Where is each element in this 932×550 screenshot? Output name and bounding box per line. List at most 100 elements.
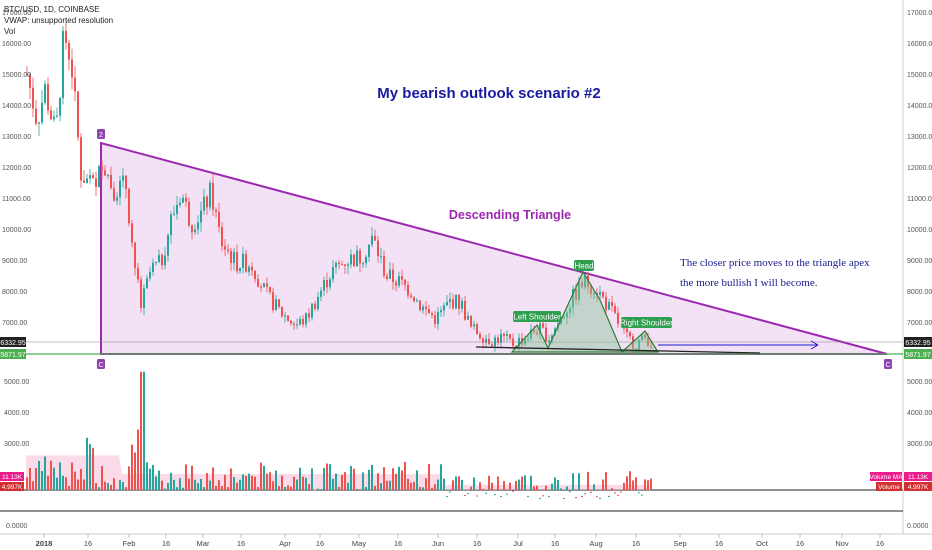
volume-bar	[158, 470, 160, 490]
volume-bar	[443, 478, 445, 490]
volume-bar	[605, 472, 607, 490]
volume-bar	[536, 485, 538, 490]
candle-body	[38, 122, 40, 124]
time-tick-label: Aug	[589, 539, 602, 548]
volume-bar	[68, 485, 70, 490]
last-price-label-left: 6332.95	[0, 337, 26, 347]
volume-bar	[275, 470, 277, 490]
volume-bar	[146, 462, 148, 490]
time-tick-label: 16	[162, 539, 170, 548]
candle-body	[404, 279, 406, 285]
price-tick-left: 12000.00	[2, 165, 31, 172]
candle-body	[179, 202, 181, 205]
candle-body	[500, 333, 502, 343]
time-tick-label: 16	[876, 539, 884, 548]
volume-bar	[116, 489, 118, 491]
price-tick-left: 11000.00	[2, 196, 31, 203]
candle-body	[428, 308, 430, 314]
price-tick-right: 10000.00	[907, 227, 932, 234]
candle-body	[284, 315, 286, 317]
candle-body	[635, 348, 637, 350]
candle-body	[248, 266, 250, 272]
volume-bar	[374, 485, 376, 490]
volume-bar	[200, 478, 202, 490]
marker-apex-text: C	[885, 362, 890, 369]
candle-body	[119, 180, 121, 198]
candle-body	[353, 254, 355, 267]
volume-tick-right: 5000.00	[907, 379, 932, 386]
candle-body	[362, 263, 364, 265]
candle-body	[320, 290, 322, 297]
volume-bar	[209, 480, 211, 490]
symbol-legend: BTC/USD, 1D, COINBASE	[4, 5, 100, 14]
candle-body	[536, 332, 538, 334]
right-shoulder-label[interactable]: Right Shoulder	[620, 317, 673, 328]
time-tick-label: 16	[237, 539, 245, 548]
time-tick-label: 16	[394, 539, 402, 548]
candle-body	[350, 254, 352, 265]
candle-body	[212, 182, 214, 210]
candle-body	[293, 323, 295, 325]
volume-bar	[635, 477, 637, 490]
marker-bottom-left[interactable]: C	[97, 359, 105, 369]
volume-bar	[551, 483, 553, 490]
candle-body	[338, 262, 340, 265]
price-tick-left: 7000.00	[2, 320, 27, 327]
time-tick-label: 2018	[36, 539, 53, 548]
candle-body	[470, 315, 472, 327]
volume-bar	[425, 478, 427, 490]
volume-bar	[446, 496, 448, 498]
volume-bar	[233, 477, 235, 490]
time-tick-label: 16	[796, 539, 804, 548]
time-axis[interactable]: 2018 16 Feb 16 Mar 16 Apr 16 May 16 Jun 16 Jul 16 Aug 1…	[36, 534, 885, 548]
volume-bar	[596, 496, 598, 498]
candle-body	[434, 315, 436, 324]
candle-body	[488, 338, 490, 345]
candle-body	[464, 300, 466, 320]
candle-body	[233, 251, 235, 263]
candle-body	[77, 91, 79, 138]
head-label[interactable]: Head	[574, 260, 594, 271]
candle-body	[104, 170, 106, 176]
left-shoulder-label[interactable]: Left Shoulder	[513, 311, 561, 322]
volume-bar	[35, 467, 37, 490]
candle-body	[341, 264, 343, 266]
marker-apex[interactable]: C	[884, 359, 892, 369]
price-tick-left: 10000.00	[2, 227, 31, 234]
candle-body	[605, 296, 607, 310]
candle-body	[62, 30, 64, 98]
candle-body	[458, 294, 460, 309]
candle-body	[455, 294, 457, 309]
volume-bar	[188, 478, 190, 490]
candle-body	[377, 240, 379, 257]
price-tick-right: 11000.00	[907, 196, 932, 203]
volume-bar	[527, 496, 529, 498]
volume-bar	[191, 465, 193, 490]
time-tick-label: 16	[473, 539, 481, 548]
volume-bar	[476, 495, 478, 497]
volume-bar	[584, 493, 586, 495]
volume-bar	[152, 464, 154, 490]
head-shoulders-pattern[interactable]	[510, 270, 660, 354]
price-tick-left: 9000.00	[2, 258, 27, 265]
volume-ma-label-right: Volume MA 11.13K	[869, 472, 932, 481]
candle-body	[413, 297, 415, 302]
volume-bar	[224, 474, 226, 490]
candle-body	[230, 250, 232, 263]
candle-body	[638, 339, 640, 350]
volume-bar	[455, 476, 457, 490]
volume-bar	[380, 483, 382, 490]
candle-body	[110, 174, 112, 189]
price-axis-right[interactable]: 17000.00 16000.00 15000.00 14000.00 13000.00…	[907, 10, 932, 327]
time-tick-label: 16	[715, 539, 723, 548]
time-tick-label: Jul	[513, 539, 523, 548]
price-tick-left: 15000.00	[2, 72, 31, 79]
time-tick-label: 16	[84, 539, 92, 548]
volume-tick-left: 5000.00	[4, 379, 29, 386]
volume-bar	[137, 429, 139, 490]
candle-body	[644, 334, 646, 338]
volume-bar	[194, 479, 196, 490]
volume-bar	[608, 495, 610, 497]
marker-top[interactable]: 2	[97, 129, 105, 139]
